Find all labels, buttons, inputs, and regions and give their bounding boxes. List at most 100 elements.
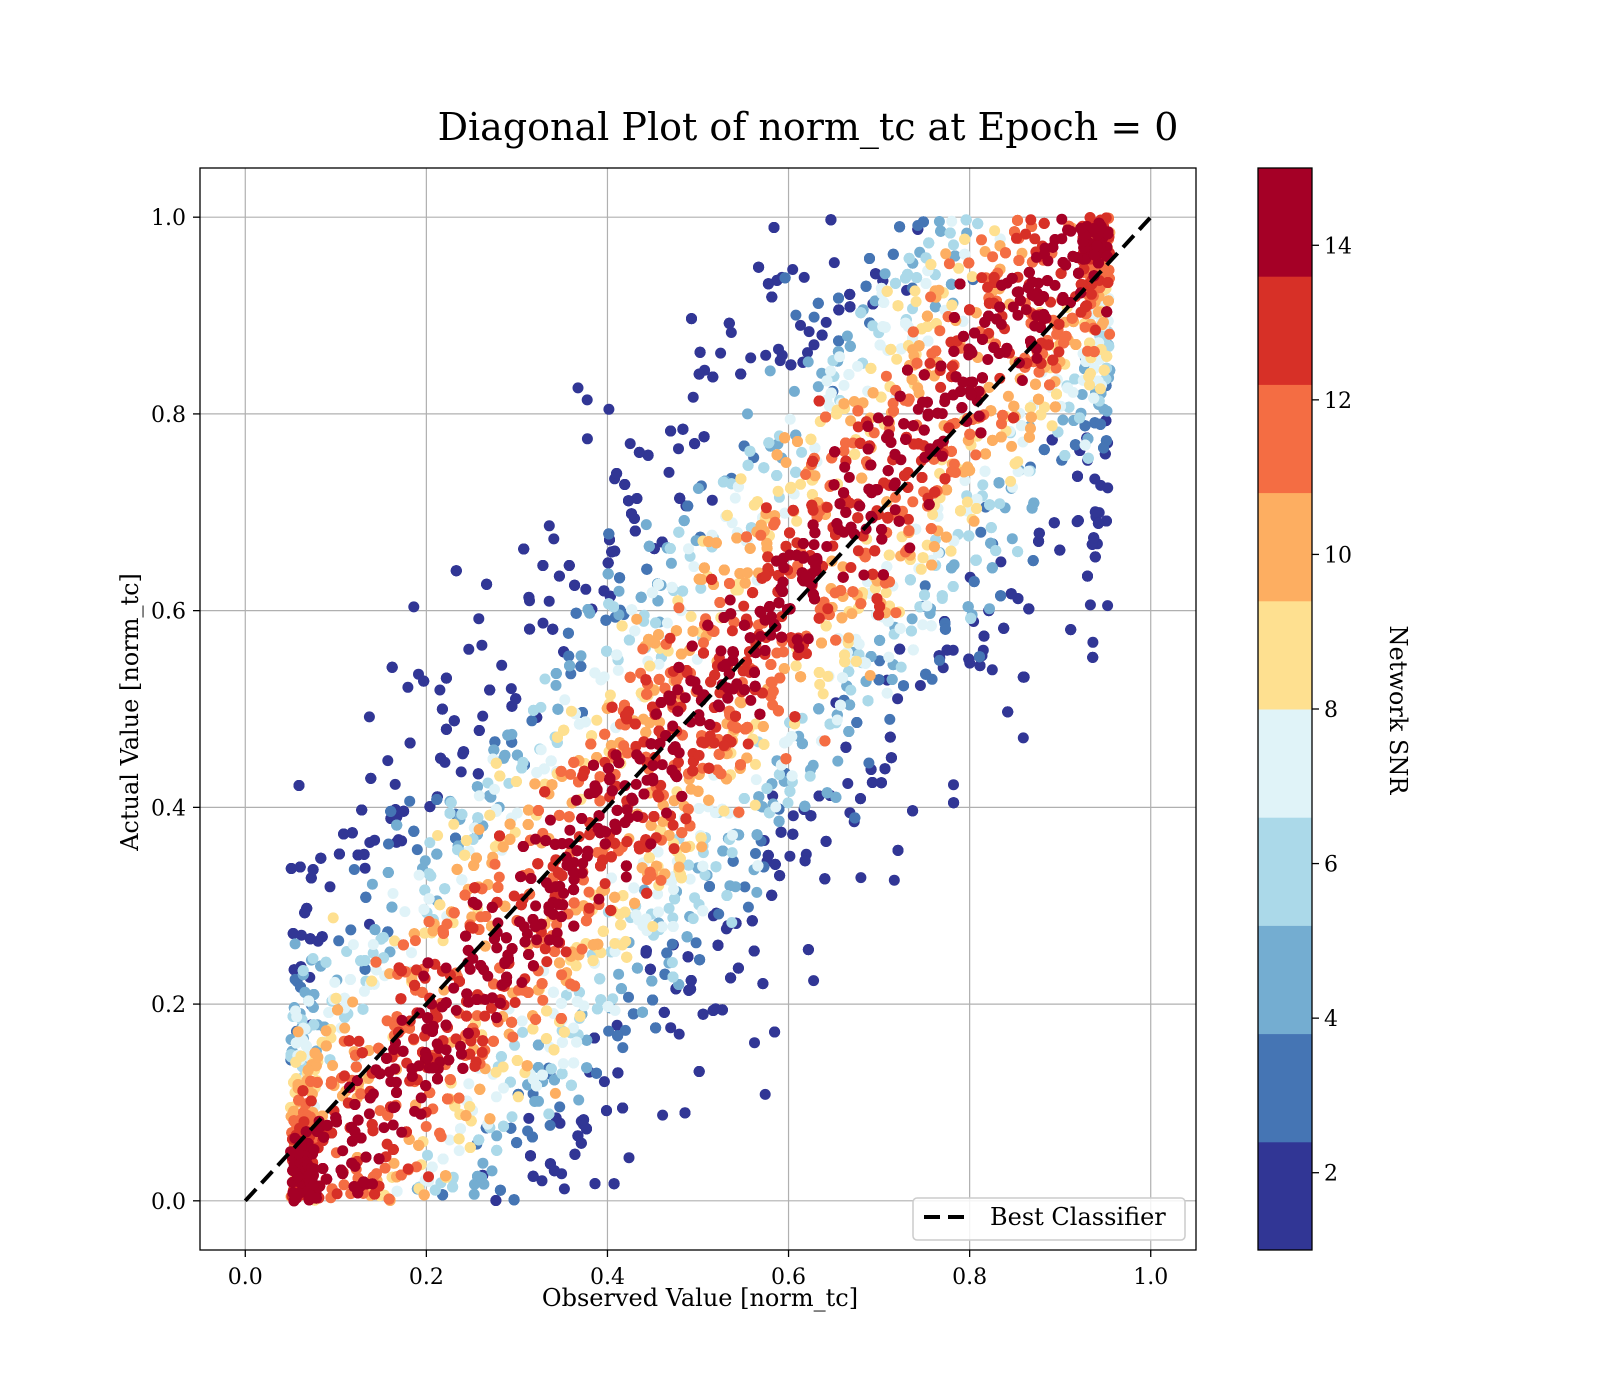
- scatter-point: [364, 837, 376, 848]
- scatter-point: [813, 703, 825, 715]
- scatter-point: [557, 1058, 569, 1070]
- scatter-point: [804, 770, 816, 782]
- scatter-point: [880, 587, 892, 599]
- scatter-point: [523, 591, 535, 603]
- scatter-point: [527, 1023, 539, 1035]
- scatter-point: [544, 1119, 556, 1131]
- scatter-point: [1079, 420, 1091, 432]
- scatter-point: [886, 674, 898, 685]
- scatter-point: [548, 1044, 560, 1056]
- scatter-point: [529, 778, 541, 790]
- scatter-point: [984, 499, 996, 511]
- scatter-point: [423, 893, 435, 905]
- scatter-point: [432, 830, 444, 841]
- scatter-point: [760, 349, 772, 361]
- scatter-point: [966, 271, 978, 283]
- scatter-point: [687, 391, 699, 403]
- scatter-point: [758, 738, 770, 750]
- scatter-point: [653, 658, 665, 670]
- scatter-point: [798, 271, 810, 283]
- scatter-point: [841, 330, 853, 342]
- scatter-point: [706, 494, 718, 506]
- scatter-point: [640, 519, 652, 531]
- scatter-point: [843, 369, 855, 380]
- scatter-point: [786, 770, 798, 782]
- scatter-point: [843, 632, 855, 644]
- scatter-point: [867, 387, 879, 399]
- scatter-point: [640, 945, 652, 957]
- scatter-point: [523, 804, 535, 816]
- scatter-point: [912, 220, 924, 231]
- scatter-point: [892, 844, 904, 856]
- scatter-point: [347, 939, 359, 951]
- scatter-point: [1017, 671, 1029, 683]
- scatter-point: [490, 757, 502, 769]
- scatter-point: [1089, 506, 1101, 518]
- scatter-point: [898, 680, 909, 692]
- scatter-point: [491, 1144, 503, 1156]
- scatter-point: [775, 826, 787, 838]
- scatter-point: [631, 613, 643, 625]
- scatter-point: [1059, 450, 1071, 461]
- scatter-point: [589, 1178, 601, 1190]
- scatter-point: [780, 457, 792, 468]
- scatter-point: [734, 696, 746, 708]
- scatter-point: [307, 864, 319, 876]
- scatter-point: [591, 1067, 602, 1079]
- scatter-point: [727, 829, 738, 841]
- scatter-point: [799, 800, 811, 812]
- scatter-point: [637, 1006, 648, 1018]
- scatter-point: [887, 248, 899, 260]
- scatter-point: [539, 673, 551, 685]
- scatter-point: [768, 222, 780, 233]
- scatter-point: [575, 650, 587, 662]
- scatter-point: [1022, 465, 1034, 477]
- scatter-point: [578, 1114, 590, 1126]
- scatter-point: [450, 565, 462, 577]
- scatter-point: [739, 577, 751, 589]
- scatter-point: [1102, 600, 1114, 612]
- scatter-point: [1017, 732, 1029, 744]
- scatter-point: [710, 861, 722, 873]
- scatter-point: [387, 888, 399, 899]
- scatter-point: [879, 268, 891, 280]
- scatter-point: [391, 1185, 403, 1197]
- scatter-point: [825, 214, 837, 226]
- scatter-point: [860, 657, 872, 669]
- scatter-point: [612, 1067, 624, 1079]
- scatter-point: [890, 277, 901, 289]
- scatter-point: [934, 654, 945, 666]
- scatter-point: [320, 956, 332, 968]
- scatter-point: [803, 326, 815, 338]
- scatter-point: [904, 574, 916, 586]
- scatter-point: [949, 250, 961, 262]
- scatter-point: [1002, 706, 1014, 718]
- scatter-point: [759, 1088, 771, 1100]
- scatter-point: [382, 755, 394, 767]
- scatter-point: [548, 533, 560, 545]
- scatter-point: [572, 1130, 584, 1142]
- scatter-point: [597, 925, 609, 937]
- scatter-point: [751, 829, 763, 841]
- scatter-point: [434, 684, 446, 696]
- scatter-point: [742, 901, 754, 913]
- scatter-point: [650, 617, 662, 629]
- scatter-point: [477, 710, 489, 722]
- scatter-point: [772, 485, 784, 497]
- scatter-point: [581, 1034, 593, 1046]
- scatter-point: [623, 1152, 635, 1164]
- scatter-point: [547, 623, 559, 635]
- scatter-point: [1033, 527, 1045, 539]
- scatter-point: [474, 1083, 486, 1095]
- scatter-point: [790, 309, 802, 321]
- scatter-point: [609, 545, 621, 557]
- scatter-point: [633, 446, 645, 458]
- scatter-point: [598, 585, 610, 597]
- scatter-point: [843, 726, 855, 737]
- scatter-point: [550, 668, 562, 679]
- scatter-point: [955, 505, 966, 517]
- scatter-point: [646, 975, 658, 987]
- scatter-point: [971, 503, 982, 514]
- scatter-point: [613, 585, 625, 597]
- scatter-point: [601, 645, 613, 657]
